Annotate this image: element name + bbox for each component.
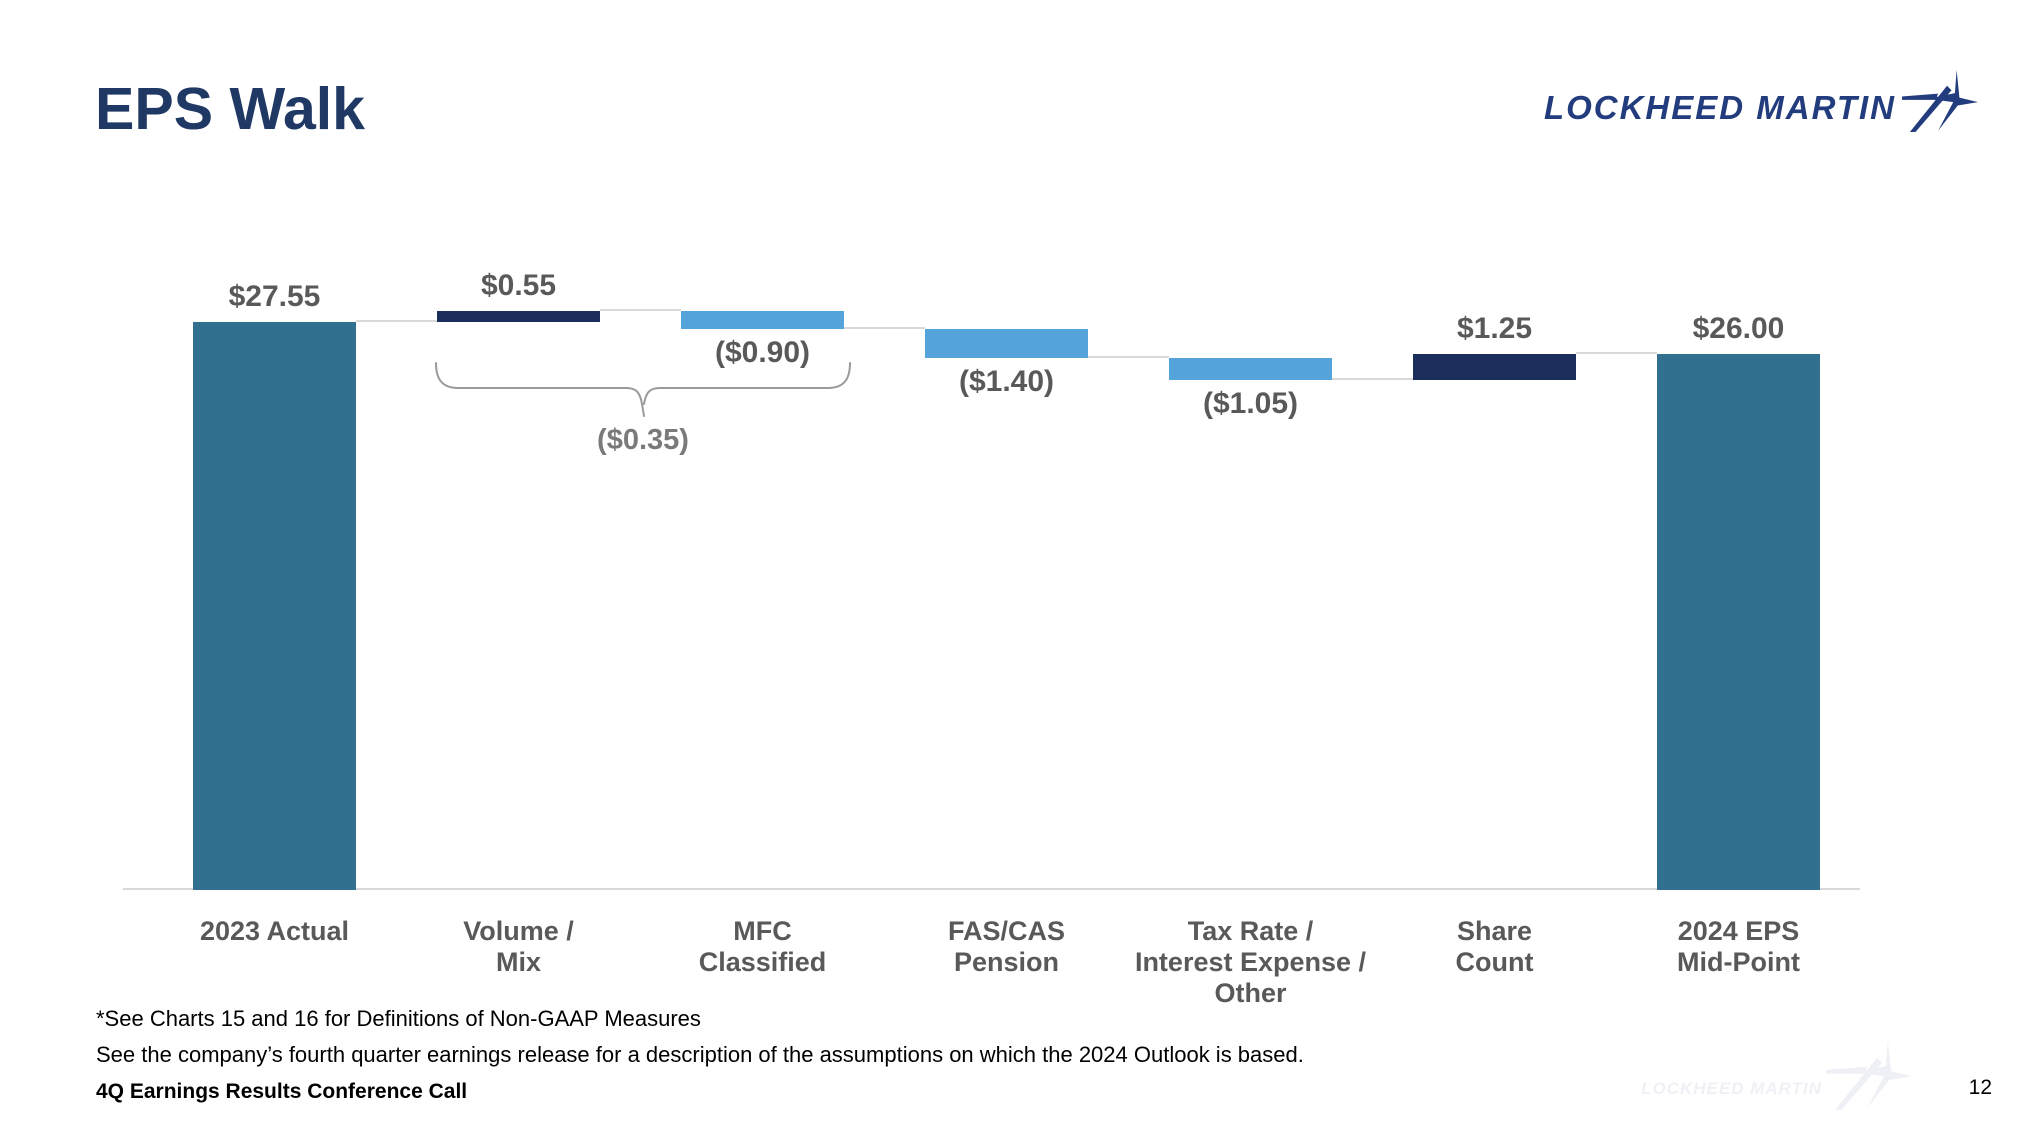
lockheed-martin-logo-text: LOCKHEED MARTIN [1543,89,1896,126]
connector-after-share-count [1576,351,1657,354]
axis-label-2023-actual: 2023 Actual [199,916,350,946]
bar-tax-rate-interest-expense-other [1169,358,1332,380]
bar-2023-actual [193,322,356,890]
value-label-tax-rate-interest-expense-other: ($1.05) [1202,386,1299,420]
x-axis-baseline [123,888,1860,890]
lockheed-martin-watermark: LOCKHEED MARTIN [1641,1040,1912,1110]
value-label-fas-cas-pension: ($1.40) [958,365,1055,399]
page-title: EPS Walk [95,76,365,142]
value-label-mfc-classified: ($0.90) [714,336,811,370]
axis-label-volume-mix: Volume / Mix [463,916,574,977]
connector-after-mfc-classified [844,327,925,330]
value-label-volume-mix: $0.55 [480,268,557,302]
value-label-2024-eps-mid-point: $26.00 [1692,311,1785,345]
lockheed-martin-star-icon [1902,70,1978,132]
axis-label-share-count: Share Count [1455,916,1534,977]
page-number: 12 [1968,1076,1992,1099]
bar-share-count [1413,353,1576,380]
bar-mfc-classified [681,310,844,330]
value-label-share-count: $1.25 [1456,311,1533,345]
axis-label-2024-eps-mid-point: 2024 EPS Mid-Point [1677,916,1800,977]
axis-label-mfc-classified: MFC Classified [698,916,827,977]
bar-fas-cas-pension [925,329,1088,359]
brace-annotation [435,362,851,417]
connector-after-tax-rate-interest-expense-other [1332,377,1413,380]
footer-conference-call-label: 4Q Earnings Results Conference Call [96,1080,468,1103]
bar-2024-eps-mid-point [1657,353,1820,890]
watermark-star-icon [1826,1040,1912,1110]
brace-annotation-label: ($0.35) [597,424,689,456]
connector-after-2023-actual [356,320,437,322]
assumptions-footnote: See the company’s fourth quarter earning… [96,1042,1304,1067]
non-gaap-footnote: *See Charts 15 and 16 for Definitions of… [96,1006,701,1031]
connector-after-volume-mix [600,308,681,311]
lockheed-martin-logo: LOCKHEED MARTIN [1544,70,1978,132]
value-label-2023-actual: $27.55 [228,280,321,313]
axis-label-tax-rate-interest-expense-other: Tax Rate / Interest Expense / Other [1134,916,1367,1008]
axis-label-fas-cas-pension: FAS/CAS Pension [947,916,1066,977]
watermark-logo-text: LOCKHEED MARTIN [1641,1079,1822,1098]
connector-after-fas-cas-pension [1088,356,1169,359]
bar-volume-mix [437,310,600,322]
